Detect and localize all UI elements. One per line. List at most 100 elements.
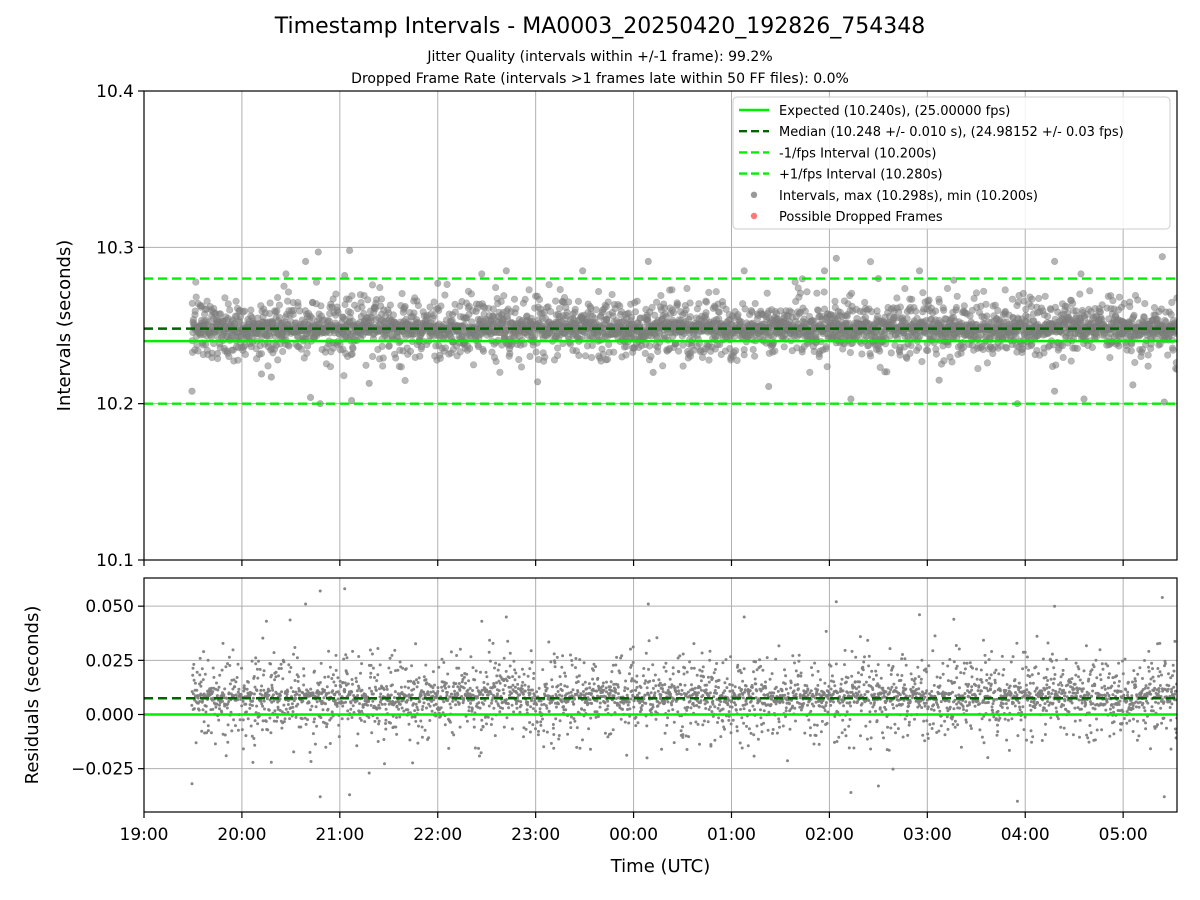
residual-point [442,700,446,704]
residual-point [505,698,508,702]
residual-point [245,710,248,714]
residual-point [286,710,290,714]
residual-point [551,726,555,730]
residual-point [398,702,402,706]
residual-point [542,745,546,749]
residual-point [498,710,502,714]
interval-point [749,345,757,354]
residual-point [449,706,453,710]
residual-point [536,733,540,737]
residual-point [462,686,466,690]
residual-point [564,708,568,712]
residual-point [457,682,461,685]
residual-point [324,745,328,749]
residual-point [444,681,448,685]
interval-point [803,288,811,296]
residual-point [202,650,206,654]
residual-point [315,724,319,728]
residual-point [470,707,474,711]
residual-point [380,702,384,706]
residual-point [408,738,412,742]
interval-point [820,288,828,296]
interval-point [564,298,573,306]
residual-point [397,707,401,711]
residual-point [384,707,388,711]
interval-point [1069,299,1077,308]
residual-point [557,734,561,737]
residual-point [199,680,203,684]
residual-point [273,709,277,713]
residual-point [450,692,454,696]
residual-point [570,663,574,667]
residual-point [473,746,477,750]
interval-point [1086,287,1094,295]
residual-point [342,657,346,661]
residual-point [223,687,227,691]
residual-point [488,659,492,663]
residual-point [384,722,387,725]
residual-point [441,689,445,693]
residual-point [211,707,215,711]
residual-point [516,682,520,686]
residual-point [398,660,402,664]
interval-point [284,288,293,296]
residual-point [237,687,241,691]
interval-point [517,363,526,371]
residual-point [491,641,495,645]
interval-point [682,306,690,314]
residual-point [290,702,294,706]
residual-point [537,686,541,690]
residual-point [509,691,513,695]
residual-point [445,693,449,697]
residual-point [403,685,407,689]
residual-point [444,686,447,690]
residual-point [350,716,354,719]
residual-point [502,691,506,695]
residual-point [554,717,558,721]
interval-point [1106,354,1114,362]
interval-point [503,314,512,322]
interval-point [741,305,749,313]
residual-point [369,663,373,667]
interval-point [740,346,748,354]
residual-point [383,762,386,766]
interval-point [1134,296,1142,304]
residual-point [501,688,505,692]
residual-point [230,729,234,733]
interval-point [574,297,583,305]
interval-point [257,370,266,378]
residual-point [191,666,195,670]
interval-point [683,284,691,293]
residual-point [288,717,292,721]
residual-point [376,673,380,677]
residual-point [559,682,563,686]
residual-point [572,702,576,706]
residual-point [394,725,398,729]
residual-point [549,660,553,664]
residual-point [268,716,272,720]
residual-point [551,685,554,689]
residual-point [276,715,279,719]
interval-point [952,303,961,312]
residual-point [460,680,464,684]
interval-point [1008,295,1017,303]
residual-point [346,717,350,721]
residual-point [414,642,418,646]
residual-point [201,678,205,682]
interval-point [346,246,354,255]
residual-point [259,688,263,692]
interval-point [847,289,856,297]
interval-point [273,307,281,315]
interval-point [443,280,451,289]
residual-point [270,673,274,677]
interval-point [1028,295,1036,303]
residual-point [547,640,551,644]
interval-point [686,313,695,321]
interval-point [535,296,544,304]
interval-point [633,297,641,305]
residual-point [511,675,515,679]
interval-point [510,295,519,303]
residual-point [281,677,285,681]
residual-point [510,703,514,707]
residual-point [526,703,530,707]
